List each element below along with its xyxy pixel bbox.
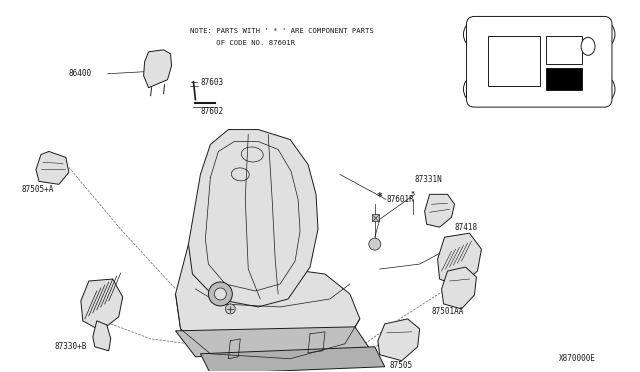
- Text: 86400: 86400: [69, 69, 92, 78]
- Text: *: *: [377, 192, 383, 202]
- Text: 87330+B: 87330+B: [55, 342, 87, 351]
- Polygon shape: [438, 233, 481, 287]
- Ellipse shape: [231, 168, 249, 181]
- FancyBboxPatch shape: [467, 16, 612, 107]
- Polygon shape: [378, 319, 420, 361]
- Text: 87501AA: 87501AA: [431, 307, 464, 316]
- Ellipse shape: [597, 22, 615, 46]
- Polygon shape: [81, 279, 123, 331]
- Circle shape: [369, 238, 381, 250]
- Bar: [546, 68, 582, 90]
- Text: X870000E: X870000E: [559, 354, 596, 363]
- Polygon shape: [36, 151, 69, 185]
- Circle shape: [209, 282, 232, 306]
- Bar: [488, 36, 540, 86]
- Bar: [546, 36, 582, 64]
- Ellipse shape: [581, 37, 595, 55]
- Text: 87601R: 87601R: [387, 195, 415, 204]
- Ellipse shape: [241, 147, 263, 162]
- Text: NOTE: PARTS WITH ' * ' ARE COMPONENT PARTS: NOTE: PARTS WITH ' * ' ARE COMPONENT PAR…: [191, 28, 374, 34]
- Ellipse shape: [463, 77, 481, 101]
- Polygon shape: [188, 129, 318, 307]
- Text: 87602: 87602: [200, 107, 223, 116]
- Text: 87505: 87505: [390, 361, 413, 370]
- Polygon shape: [175, 244, 360, 359]
- Ellipse shape: [463, 22, 481, 46]
- Polygon shape: [442, 267, 476, 309]
- Text: OF CODE NO. 87601R: OF CODE NO. 87601R: [191, 40, 296, 46]
- Polygon shape: [424, 194, 454, 227]
- Text: *: *: [410, 191, 415, 197]
- Polygon shape: [93, 321, 111, 351]
- Text: 87603: 87603: [200, 78, 223, 87]
- Circle shape: [225, 304, 236, 314]
- Polygon shape: [143, 50, 172, 88]
- Text: 87331N: 87331N: [415, 175, 442, 184]
- Bar: [372, 214, 379, 221]
- Text: 87418: 87418: [454, 223, 477, 232]
- Ellipse shape: [597, 77, 615, 101]
- Polygon shape: [200, 347, 385, 372]
- Polygon shape: [175, 327, 370, 357]
- Text: 87505+A: 87505+A: [21, 185, 53, 194]
- Circle shape: [214, 288, 227, 300]
